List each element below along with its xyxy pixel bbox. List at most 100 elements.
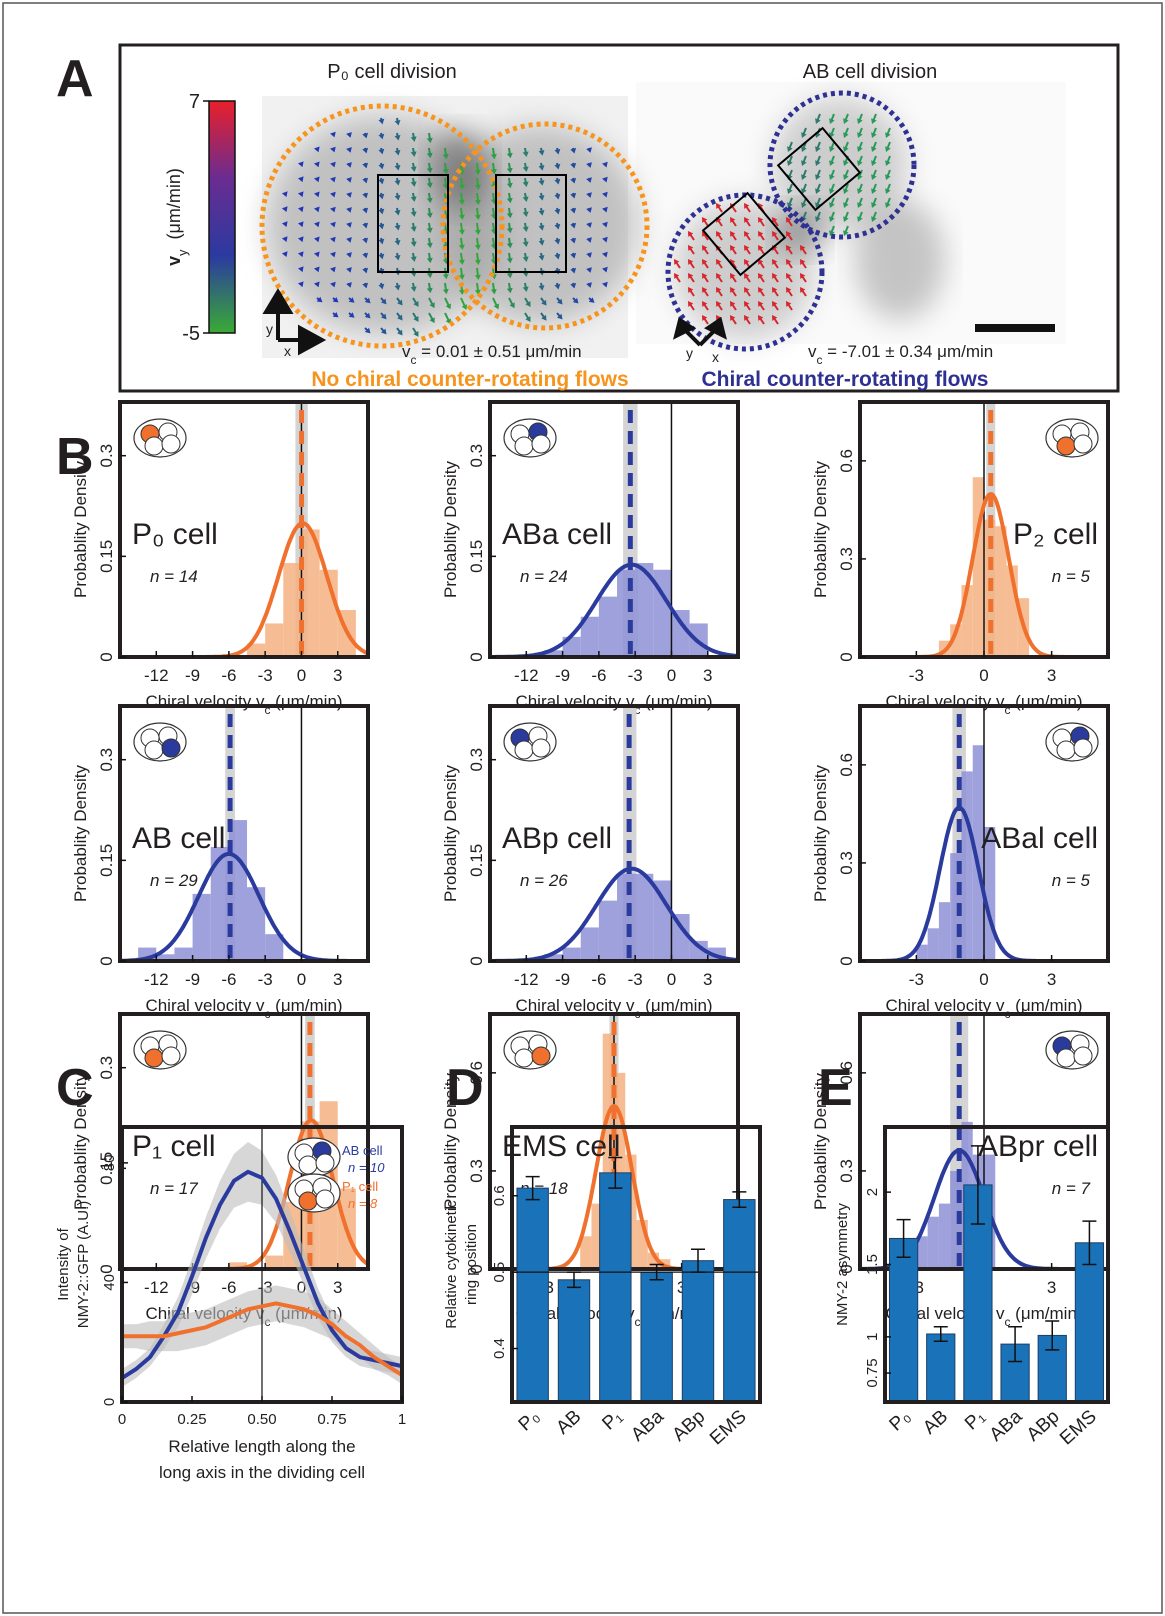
flow-arrow-head: [522, 151, 529, 157]
y-tick-label: 0.75: [864, 1358, 881, 1387]
flow-arrow-head: [506, 272, 513, 279]
error-bar: [933, 1325, 948, 1342]
x-tick-label: 0: [297, 970, 306, 989]
flow-arrow-head: [602, 191, 608, 198]
y-tick-label: 0.3: [97, 444, 116, 468]
axis-arrow: [673, 316, 727, 347]
y-tick-label: 0: [97, 1264, 116, 1273]
flow-arrow-head: [506, 152, 513, 159]
y-tick-label: 0.15: [467, 540, 486, 573]
flow-arrow-head: [313, 161, 320, 168]
histogram-bar: [671, 610, 690, 657]
x-tick-label: AB: [919, 1406, 952, 1439]
flow-arrow-head: [394, 134, 401, 141]
plot-frame: [488, 400, 740, 659]
x-tick-label: -3: [909, 666, 924, 685]
flow-arrow-head: [413, 300, 419, 307]
flow-arrow-head: [786, 217, 792, 223]
panel-label: B: [56, 428, 94, 486]
cell-label: EMS cell: [502, 1130, 620, 1163]
y-tick-label: 0: [467, 652, 486, 661]
flow-arrow-head: [786, 259, 792, 265]
cell-icon-cell: [144, 436, 164, 456]
flow-arrow-head: [538, 225, 545, 231]
histogram-bar: [598, 596, 618, 657]
flow-arrow-head: [429, 317, 435, 324]
flow-arrow-head: [744, 315, 750, 321]
flow-arrow-head: [313, 221, 320, 228]
flow-arrow-head: [688, 273, 694, 279]
micrograph-signal: [775, 205, 825, 255]
x-tick-label: ABa: [627, 1406, 668, 1446]
bar: [888, 1237, 919, 1403]
y-tick-label: 0.3: [467, 1159, 486, 1183]
bar: [723, 1199, 756, 1403]
flow-arrow-head: [586, 222, 592, 228]
flow-arrow-head: [297, 161, 304, 168]
flow-arrow-head: [313, 206, 320, 213]
x-axis-label-part: Chiral velocity v: [515, 996, 635, 1015]
histogram-bar: [636, 1219, 648, 1269]
y-axis-label: Probablity Density: [441, 765, 460, 903]
histogram-bar: [598, 900, 618, 961]
y-tick-label: 0.6: [837, 1061, 856, 1085]
x-tick-label: ABp: [669, 1406, 710, 1446]
flow-arrow-head: [871, 202, 877, 208]
x-tick-label: 0: [297, 666, 306, 685]
flow-arrow-head: [426, 242, 433, 249]
x-axis-label-part: Chiral velocity v: [515, 692, 635, 711]
flow-arrow-head: [885, 132, 891, 138]
caption: Chiral counter-rotating flows: [701, 368, 988, 391]
flow-arrow-head: [602, 266, 608, 273]
flow-arrow-head: [586, 282, 592, 288]
histogram-bar: [927, 1216, 939, 1269]
flow-arrow-head: [538, 180, 545, 186]
flow-arrow-head: [772, 287, 778, 293]
flow-arrow-head: [316, 296, 323, 303]
histogram-bar: [192, 893, 211, 961]
histogram-bar: [689, 940, 708, 961]
x-axis-label-part: c: [1004, 1315, 1010, 1329]
flow-arrow-head: [857, 118, 863, 124]
flow-arrow-head: [702, 315, 708, 321]
flow-arrow-head: [688, 259, 694, 265]
flow-arrow-head: [442, 273, 449, 280]
flow-arrow-head: [772, 273, 778, 279]
y-tick-label: 0.3: [467, 444, 486, 468]
flow-arrow-head: [378, 118, 385, 125]
flow-arrow-head: [362, 192, 369, 199]
flow-arrow-head: [474, 169, 481, 175]
y-tick-label: 0: [467, 1264, 486, 1273]
flow-arrow-head: [730, 273, 736, 279]
histogram-bar: [301, 529, 320, 657]
flow-arrow-head: [744, 259, 750, 265]
flow-arrow-head: [426, 212, 433, 219]
histogram-bar: [916, 1236, 928, 1269]
flow-arrow-head: [410, 286, 417, 292]
flow-arrow-head: [843, 216, 849, 222]
flow-arrow-head: [442, 288, 449, 295]
flow-arrow-head: [772, 315, 778, 321]
flow-arrow-head: [394, 254, 401, 261]
flow-arrow-head: [506, 227, 513, 234]
histogram-bar: [156, 954, 175, 961]
flow-arrow-head: [554, 178, 561, 185]
flow-arrow-head: [688, 245, 694, 251]
flow-arrow-head: [429, 302, 435, 309]
y-tick-label: 0.3: [837, 1159, 856, 1183]
histogram-bar: [950, 1170, 962, 1269]
flow-arrow-head: [442, 168, 449, 175]
sample-size: n = 5: [1052, 871, 1091, 890]
error-bar: [732, 1191, 747, 1208]
flow-arrow-head: [378, 283, 385, 290]
colorbar: [208, 100, 236, 334]
flow-arrow-head: [413, 315, 419, 322]
cell-icon-cell: [1056, 740, 1076, 760]
flow-arrow-head: [843, 230, 849, 236]
y-tick-label: 0: [97, 956, 116, 965]
flow-arrow-head: [397, 299, 403, 306]
x-tick-label: P₀: [886, 1406, 915, 1435]
cell-icon-cell: [1073, 1046, 1093, 1066]
flow-arrow-head: [815, 174, 821, 180]
bar: [516, 1187, 549, 1403]
